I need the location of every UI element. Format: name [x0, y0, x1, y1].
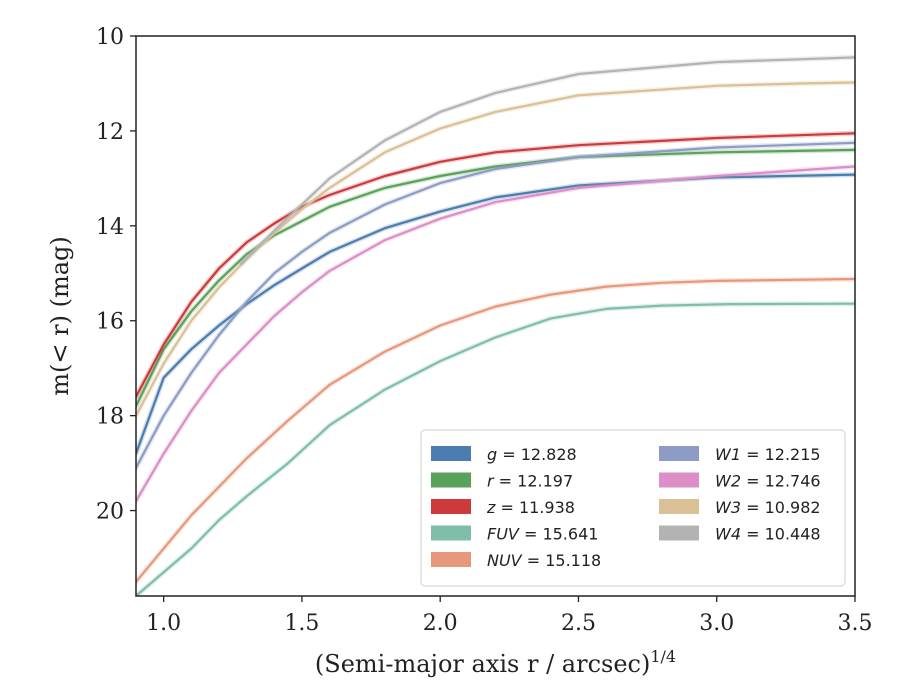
legend-label-fuv: FUV = 15.641	[487, 525, 598, 544]
legend-swatch-fuv	[431, 525, 471, 541]
legend-label-r: r = 12.197	[487, 472, 573, 491]
legend-swatch-g	[431, 446, 471, 461]
series-line-w2	[136, 165, 855, 503]
y-tick-label: 16	[96, 310, 124, 335]
y-tick-label: 10	[96, 25, 124, 50]
x-axis-title-text: (Semi-major axis r / arcsec)	[315, 650, 650, 678]
legend-label-nuv: NUV = 15.118	[487, 551, 601, 570]
series-line-fuv	[136, 302, 855, 596]
series-band-g	[136, 172, 855, 457]
series-line-z	[136, 132, 855, 398]
x-axis: 1.0 1.5 2.0 2.5 3.0 3.5	[146, 596, 873, 636]
y-tick-label: 12	[96, 120, 124, 145]
legend-swatch-w1	[659, 446, 699, 461]
plot-frame	[135, 35, 856, 597]
legend-label-z: z = 11.938	[486, 498, 575, 517]
x-axis-title-superscript: 1/4	[650, 647, 676, 666]
legend-swatch-w4	[659, 525, 699, 541]
series-lines	[136, 54, 855, 596]
y-tick-label: 18	[96, 405, 124, 430]
x-tick-label: 1.5	[284, 611, 319, 636]
legend-label-w3: W3 = 10.982	[715, 498, 821, 517]
legend-swatch-z	[431, 499, 471, 514]
series-line-w3	[136, 81, 855, 417]
y-tick-label: 20	[96, 500, 124, 525]
series-band-w3	[136, 80, 855, 419]
series-line-g	[136, 173, 855, 455]
legend-label-w2: W2 = 12.746	[715, 472, 821, 491]
x-axis-title: (Semi-major axis r / arcsec)1/4	[315, 647, 676, 678]
legend-swatch-w2	[659, 472, 699, 488]
x-tick-label: 3.5	[838, 611, 873, 636]
legend-swatch-r	[431, 472, 471, 488]
legend-box	[420, 429, 846, 587]
series-line-w4	[240, 56, 855, 265]
legend-swatch-w3	[659, 499, 699, 514]
x-tick-label: 1.0	[146, 611, 181, 636]
legend-label-w4: W4 = 10.448	[715, 525, 821, 544]
legend-label-g: g = 12.828	[487, 445, 577, 464]
series-line-w1	[136, 141, 855, 469]
x-tick-label: 2.5	[561, 611, 596, 636]
legend: g = 12.828 r = 12.197 z = 11.938 FUV = 15.6…	[420, 429, 846, 587]
x-tick-label: 3.0	[699, 611, 734, 636]
y-axis: 10 12 14 16 18 20	[96, 25, 136, 525]
legend-label-w1: W1 = 12.215	[715, 445, 821, 464]
series-line-nuv	[136, 277, 855, 583]
legend-swatch-nuv	[431, 552, 471, 567]
y-axis-title: m(< r) (mag)	[46, 236, 74, 395]
y-tick-label: 14	[96, 215, 124, 240]
x-tick-label: 2.0	[423, 611, 458, 636]
